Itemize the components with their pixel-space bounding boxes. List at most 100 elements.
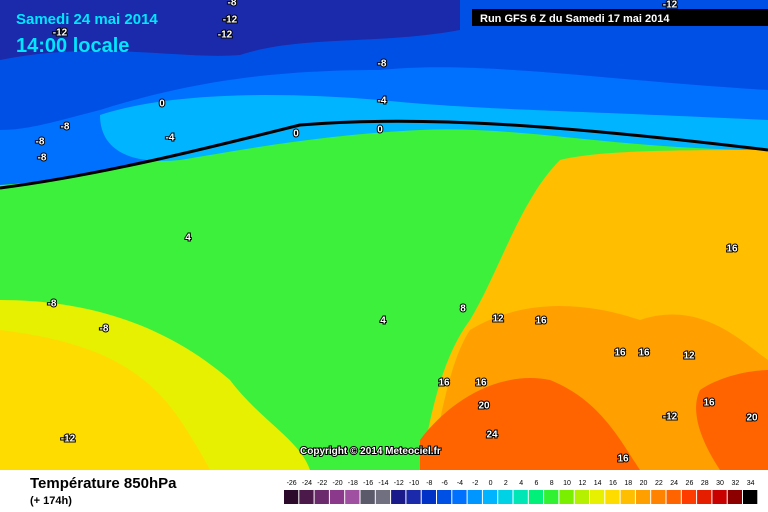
scale-swatch [467,490,482,504]
scale-swatch [544,490,559,504]
scale-swatch [482,490,498,504]
scale-label: 28 [701,480,709,487]
scale-swatch [299,490,314,504]
scale-label: -22 [317,480,327,487]
scale-label: -10 [409,480,419,487]
scale-label: -4 [457,480,463,487]
warm-zone [0,330,210,470]
scale-swatch [391,490,406,504]
run: Run GFS 6 Z du Samedi 17 mai 2014 [480,13,670,25]
scale-swatch [697,490,712,504]
contour-label: -12 [223,15,238,26]
scale-swatch [605,490,620,504]
scale-swatch [284,490,299,504]
hot-zone [696,370,768,470]
scale-label: 26 [686,480,694,487]
zero-isotherm [0,119,768,190]
scale-label: -20 [332,480,342,487]
scale-swatch [437,490,452,504]
scale-swatch [528,490,544,504]
contour-label: 0 [159,99,165,110]
scale-swatch [421,490,436,504]
contour-label: 0 [377,125,383,136]
scale-swatch [329,490,345,504]
scale-label: 12 [578,480,586,487]
scale-label: -6 [442,480,448,487]
scale-swatch [574,490,589,504]
scale-label: 18 [624,480,632,487]
scale-label: -18 [348,480,358,487]
scale-label: 20 [640,480,648,487]
scale-label: -26 [287,480,297,487]
scale-label: -8 [426,480,432,487]
contour-label: 20 [746,413,758,424]
contour-label: -8 [48,299,57,310]
scale-swatch [712,490,727,504]
scale-label: 8 [550,480,554,487]
scale-label: 6 [534,480,538,487]
scale-swatch [635,490,651,504]
scale-label: 2 [504,480,508,487]
scale-swatch [590,490,605,504]
contour-label: -8 [38,153,47,164]
run-box [472,9,768,26]
scale-swatch [513,490,528,504]
contour-label: 4 [185,233,191,244]
contour-label: 4 [380,316,386,327]
hot-zone [420,378,640,470]
contour-label: 16 [535,316,547,327]
scale-label: 24 [670,480,678,487]
scale-swatch [743,490,758,504]
contour-label: -12 [218,30,233,41]
scale-swatch [406,490,421,504]
contour-label: 16 [614,348,626,359]
scale-label: 10 [563,480,571,487]
scale-label: -12 [394,480,404,487]
scale-label: 16 [609,480,617,487]
contour-label: 16 [617,454,629,465]
copyright: Copyright © 2014 Meteociel.fr [300,446,441,457]
contour-label: -4 [166,133,175,144]
scale-label: 0 [489,480,493,487]
contour-label: 16 [475,378,487,389]
contour-label: -8 [100,324,109,335]
contour-label: 0 [293,129,299,140]
scale-swatch [375,490,391,504]
scale-label: 32 [731,480,739,487]
contour-label: -8 [228,0,237,9]
scale-label: -16 [363,480,373,487]
cold-zone [100,95,768,161]
scale-label: 4 [519,480,523,487]
scale-swatch [452,490,467,504]
scale-label: -2 [472,480,478,487]
scale-swatch [345,490,360,504]
footer-lead: (+ 174h) [30,495,72,507]
contour-label: -12 [61,434,76,445]
contour-label: -8 [61,122,70,133]
contour-label: -8 [378,59,387,70]
date: Samedi 24 mai 2014 [16,11,158,28]
contour-label: 12 [492,314,504,325]
scale-label: 22 [655,480,663,487]
contour-label: -12 [663,0,678,11]
time: 14:00 locale [16,35,129,57]
contour-label: 16 [726,244,738,255]
scale-label: -14 [378,480,388,487]
scale-label: -24 [302,480,312,487]
scale-swatch [666,490,681,504]
contour-label: -8 [36,137,45,148]
contour-label: 20 [478,401,490,412]
contour-label: -4 [378,96,387,107]
contour-label: 24 [486,430,498,441]
scale-swatch [314,490,329,504]
scale-label: 14 [594,480,602,487]
footer-title: Température 850hPa [30,475,177,492]
scale-swatch [559,490,574,504]
contour-label: -12 [663,412,678,423]
scale-swatch [651,490,666,504]
scale-label: 34 [747,480,755,487]
contour-label: -12 [53,28,68,39]
scale-swatch [681,490,697,504]
